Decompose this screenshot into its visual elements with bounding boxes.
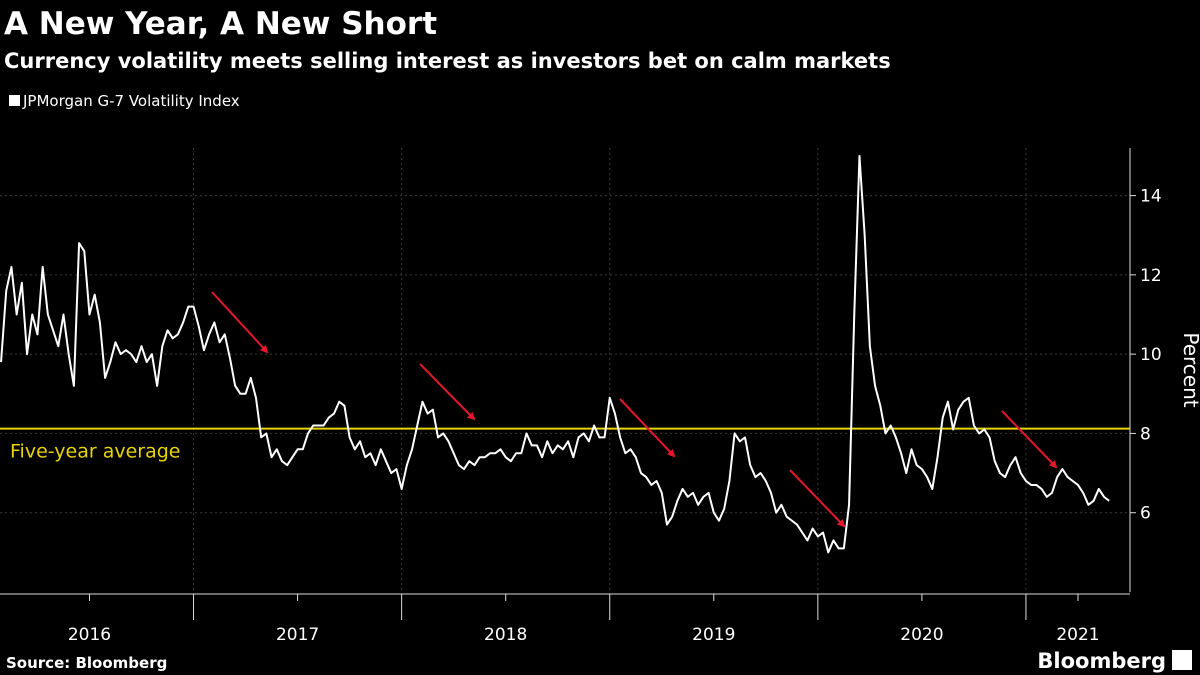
reference-label: Five-year average: [10, 441, 181, 463]
y-tick-label: 10: [1140, 345, 1162, 365]
y-tick-label: 12: [1140, 266, 1162, 286]
chart-title: A New Year, A New Short: [4, 6, 437, 42]
y-axis-label: Percent: [1179, 332, 1200, 407]
arrow: [789, 469, 846, 528]
arrow: [419, 363, 476, 421]
arrow: [211, 291, 269, 354]
x-tick-label: 2021: [1056, 625, 1099, 645]
logo-icon: [1172, 650, 1192, 670]
legend-label: JPMorgan G-7 Volatility Index: [22, 92, 240, 110]
series-line: [0, 154, 1110, 554]
x-tick-label: 2017: [276, 625, 319, 645]
chart-subtitle: Currency volatility meets selling intere…: [4, 49, 891, 73]
x-tick-label: 2020: [900, 625, 943, 645]
source: Source: Bloomberg: [6, 654, 167, 672]
x-tick-label: 2019: [692, 625, 735, 645]
annotation-arrows: [211, 291, 1058, 528]
y-tick-label: 6: [1140, 504, 1151, 524]
logo: Bloomberg: [1037, 649, 1166, 673]
y-tick-label: 14: [1140, 187, 1162, 207]
legend-swatch: [9, 95, 20, 106]
x-tick-label: 2016: [68, 625, 111, 645]
x-tick-label: 2018: [484, 625, 527, 645]
arrow: [619, 398, 676, 458]
y-tick-label: 8: [1140, 424, 1151, 444]
arrow: [1001, 410, 1058, 469]
